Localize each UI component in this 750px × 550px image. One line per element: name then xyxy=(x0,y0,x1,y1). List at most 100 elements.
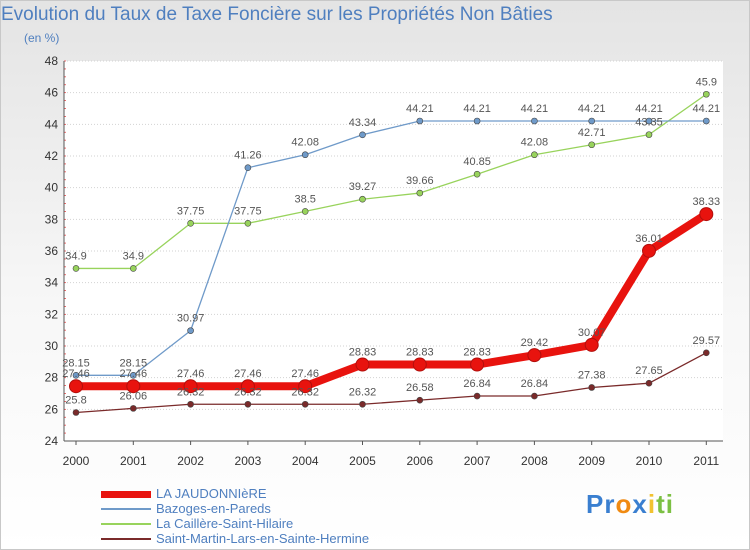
data-point xyxy=(359,195,366,203)
y-tick-label: 46 xyxy=(45,86,59,100)
x-tick-label: 2008 xyxy=(521,454,548,468)
y-tick-label: 44 xyxy=(45,117,59,131)
data-point xyxy=(301,400,309,408)
legend-swatch xyxy=(101,538,151,540)
chart-title: Evolution du Taux de Taxe Foncière sur l… xyxy=(1,4,553,25)
data-label: 29.42 xyxy=(521,337,549,349)
data-label: 27.46 xyxy=(62,368,90,380)
data-point xyxy=(301,151,309,159)
data-point xyxy=(473,170,481,178)
data-point xyxy=(126,379,141,394)
data-point xyxy=(359,131,366,139)
data-point xyxy=(240,379,255,394)
data-point xyxy=(412,357,427,372)
legend-label: LA JAUDONNIèRE xyxy=(156,486,267,501)
data-label: 27.46 xyxy=(291,368,319,380)
legend-label: La Caillère-Saint-Hilaire xyxy=(156,516,294,531)
data-point xyxy=(645,379,653,387)
data-point xyxy=(531,392,538,400)
data-label: 28.83 xyxy=(463,347,491,359)
data-label: 26.58 xyxy=(406,382,434,394)
x-tick-label: 2007 xyxy=(464,454,491,468)
data-point xyxy=(69,379,83,394)
data-point xyxy=(298,379,313,394)
data-label: 27.38 xyxy=(578,369,606,381)
data-point xyxy=(72,265,80,272)
data-label: 28.83 xyxy=(349,347,377,359)
data-point xyxy=(130,265,137,272)
data-label: 25.8 xyxy=(65,395,86,407)
legend-swatch xyxy=(101,508,151,510)
data-point xyxy=(588,141,596,149)
y-tick-label: 36 xyxy=(45,244,59,258)
data-label: 44.21 xyxy=(463,103,491,115)
y-tick-label: 40 xyxy=(45,181,59,195)
data-label: 45.9 xyxy=(696,76,717,88)
x-tick-label: 2003 xyxy=(235,454,262,468)
data-point xyxy=(416,117,424,125)
y-tick-label: 38 xyxy=(45,212,59,226)
data-label: 36.01 xyxy=(635,233,663,245)
data-label: 26.32 xyxy=(349,386,377,398)
data-label: 27.46 xyxy=(234,368,262,380)
data-point xyxy=(244,164,252,172)
data-label: 26.84 xyxy=(521,378,549,390)
data-label: 28.15 xyxy=(62,357,90,369)
series-line-3 xyxy=(75,352,707,414)
series-line-2 xyxy=(75,93,707,270)
data-point xyxy=(645,131,653,138)
data-label: 42.08 xyxy=(521,137,549,149)
data-point xyxy=(244,400,252,408)
data-point xyxy=(702,349,710,357)
data-point xyxy=(702,117,710,125)
legend-label: Bazoges-en-Pareds xyxy=(156,501,271,516)
data-point xyxy=(416,189,424,197)
data-label: 27.65 xyxy=(635,365,663,377)
data-point xyxy=(473,392,481,400)
data-point xyxy=(588,384,596,391)
data-label: 44.21 xyxy=(406,103,434,115)
data-label: 44.21 xyxy=(578,103,606,115)
legend-label: Saint-Martin-Lars-en-Sainte-Hermine xyxy=(156,531,370,546)
data-point xyxy=(130,405,137,412)
series-line-1 xyxy=(75,120,707,376)
data-point xyxy=(72,371,80,379)
data-point xyxy=(531,117,538,125)
unit-label: (en %) xyxy=(24,31,60,45)
data-point xyxy=(473,117,481,125)
data-point xyxy=(470,357,485,372)
data-point xyxy=(416,396,424,404)
data-point xyxy=(699,207,714,222)
x-tick-label: 2010 xyxy=(636,454,663,468)
data-point xyxy=(187,219,194,227)
data-label: 39.27 xyxy=(349,181,377,193)
data-label: 26.32 xyxy=(234,386,262,398)
y-tick-label: 48 xyxy=(45,54,59,68)
data-label: 26.06 xyxy=(120,390,148,402)
data-label: 28.15 xyxy=(120,357,148,369)
data-label: 41.26 xyxy=(234,150,262,162)
data-label: 34.9 xyxy=(123,250,144,262)
data-point xyxy=(359,400,366,408)
data-point xyxy=(355,357,370,372)
x-tick-label: 2000 xyxy=(63,454,90,468)
x-tick-label: 2004 xyxy=(292,454,319,468)
data-label: 39.66 xyxy=(406,175,434,187)
data-point xyxy=(588,117,596,125)
data-label: 42.08 xyxy=(291,137,319,149)
data-point xyxy=(72,409,80,416)
data-point xyxy=(301,208,309,215)
y-tick-label: 30 xyxy=(45,339,59,353)
x-tick-label: 2001 xyxy=(120,454,147,468)
data-point xyxy=(531,151,538,159)
data-point xyxy=(244,219,252,227)
y-tick-label: 24 xyxy=(45,434,59,448)
data-point xyxy=(130,371,137,379)
data-label: 26.32 xyxy=(291,386,319,398)
data-label: 37.75 xyxy=(177,205,205,217)
data-label: 29.57 xyxy=(693,335,721,347)
y-tick-label: 28 xyxy=(45,371,59,385)
legend-swatch xyxy=(101,523,151,525)
data-label: 26.32 xyxy=(177,386,205,398)
data-label: 43.34 xyxy=(349,117,377,129)
